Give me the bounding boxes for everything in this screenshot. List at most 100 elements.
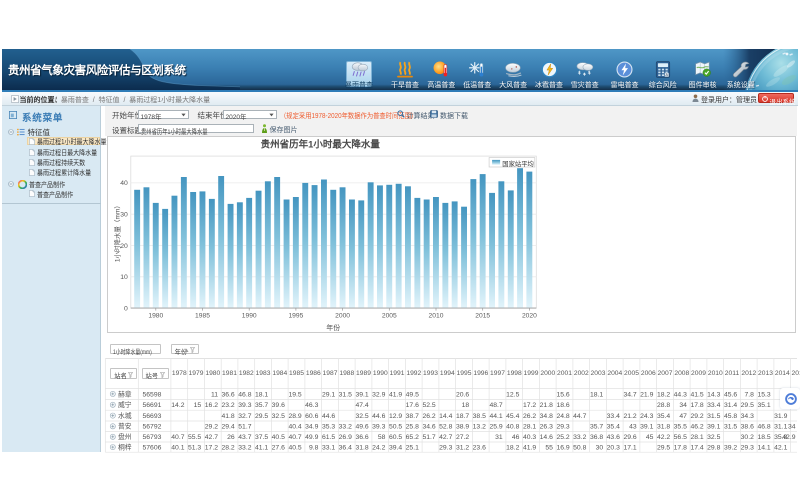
svg-text:2004: 2004	[607, 370, 622, 377]
svg-text:18.7: 18.7	[456, 413, 469, 420]
svg-text:26.9: 26.9	[339, 434, 352, 441]
svg-text:50.5: 50.5	[389, 424, 402, 431]
svg-text:2005: 2005	[624, 370, 639, 377]
svg-text:25.1: 25.1	[406, 445, 419, 452]
svg-text:29.8: 29.8	[707, 445, 720, 452]
svg-text:24.2: 24.2	[372, 445, 385, 452]
svg-text:26.2: 26.2	[523, 413, 536, 420]
svg-text:14.2: 14.2	[171, 402, 184, 409]
svg-text:威宁: 威宁	[118, 400, 132, 409]
svg-text:40.8: 40.8	[506, 424, 519, 431]
svg-text:1986: 1986	[306, 370, 321, 377]
svg-text:1981: 1981	[222, 370, 237, 377]
svg-text:51.3: 51.3	[188, 445, 201, 452]
svg-text:35.8: 35.8	[774, 434, 787, 441]
svg-text:1989: 1989	[356, 370, 371, 377]
svg-text:1987: 1987	[323, 370, 338, 377]
svg-text:45.4: 45.4	[506, 413, 519, 420]
svg-text:30: 30	[120, 212, 128, 219]
svg-text:50.8: 50.8	[573, 445, 586, 452]
svg-text:2015: 2015	[792, 370, 800, 377]
svg-text:11: 11	[211, 391, 218, 398]
svg-text:39.4: 39.4	[389, 445, 402, 452]
svg-text:29.5: 29.5	[657, 445, 670, 452]
svg-text:39.2: 39.2	[724, 445, 737, 452]
svg-text:42.7: 42.7	[205, 434, 218, 441]
svg-text:2015: 2015	[475, 313, 490, 320]
svg-text:51.7: 51.7	[422, 434, 435, 441]
svg-text:23.6: 23.6	[473, 445, 486, 452]
svg-text:21.9: 21.9	[640, 391, 653, 398]
svg-text:27.6: 27.6	[272, 445, 285, 452]
svg-text:38.9: 38.9	[456, 424, 469, 431]
svg-text:12.9: 12.9	[389, 413, 402, 420]
svg-text:52.8: 52.8	[439, 424, 452, 431]
svg-text:2020: 2020	[522, 313, 537, 320]
svg-text:44.7: 44.7	[573, 413, 586, 420]
svg-text:31: 31	[495, 434, 503, 441]
svg-text:35.5: 35.5	[674, 424, 687, 431]
svg-text:35.1: 35.1	[757, 402, 770, 409]
svg-text:35.7: 35.7	[590, 424, 603, 431]
svg-text:32.7: 32.7	[238, 413, 251, 420]
svg-text:2005: 2005	[382, 313, 397, 320]
svg-text:25.9: 25.9	[489, 424, 502, 431]
svg-text:49.9: 49.9	[305, 434, 318, 441]
svg-text:2011: 2011	[725, 370, 740, 377]
svg-text:56793: 56793	[143, 434, 162, 441]
svg-text:20: 20	[120, 243, 128, 250]
svg-text:32.5: 32.5	[707, 434, 720, 441]
svg-text:41.8: 41.8	[221, 413, 234, 420]
svg-text:1993: 1993	[423, 370, 438, 377]
svg-text:36.6: 36.6	[355, 434, 368, 441]
svg-text:21.8: 21.8	[540, 402, 553, 409]
svg-text:41.9: 41.9	[523, 445, 536, 452]
svg-text:41.9: 41.9	[389, 391, 402, 398]
svg-text:16.2: 16.2	[205, 402, 218, 409]
svg-text:43.7: 43.7	[238, 434, 251, 441]
svg-text:39.1: 39.1	[355, 391, 368, 398]
svg-text:2007: 2007	[658, 370, 673, 377]
svg-text:56598: 56598	[143, 391, 162, 398]
svg-text:41.5: 41.5	[690, 391, 703, 398]
svg-text:17.2: 17.2	[205, 445, 218, 452]
svg-text:47: 47	[679, 413, 687, 420]
svg-text:普安: 普安	[118, 422, 132, 431]
svg-text:23.2: 23.2	[221, 402, 234, 409]
svg-text:18.6: 18.6	[556, 402, 569, 409]
svg-text:2006: 2006	[641, 370, 656, 377]
svg-text:15.6: 15.6	[556, 391, 569, 398]
svg-text:38.5: 38.5	[473, 413, 486, 420]
svg-text:*: *	[584, 72, 587, 78]
svg-text:33.1: 33.1	[322, 445, 335, 452]
svg-text:39.3: 39.3	[238, 402, 251, 409]
svg-text:17.8: 17.8	[690, 402, 703, 409]
svg-text:57606: 57606	[143, 445, 162, 452]
svg-text:40.3: 40.3	[523, 434, 536, 441]
svg-text:35.4: 35.4	[657, 413, 670, 420]
svg-text:21.2: 21.2	[623, 413, 636, 420]
svg-text:年份: 年份	[326, 323, 340, 332]
svg-text:7.8: 7.8	[744, 391, 754, 398]
svg-text:25.8: 25.8	[406, 424, 419, 431]
svg-text:18: 18	[462, 402, 470, 409]
svg-text:15: 15	[194, 402, 202, 409]
svg-text:42.7: 42.7	[439, 434, 452, 441]
svg-text:31.5: 31.5	[707, 413, 720, 420]
svg-text:40: 40	[120, 181, 128, 188]
svg-text:19.5: 19.5	[288, 391, 301, 398]
svg-text:40.5: 40.5	[272, 434, 285, 441]
svg-text:40.7: 40.7	[171, 434, 184, 441]
svg-text:65.2: 65.2	[406, 434, 419, 441]
svg-text:55.5: 55.5	[188, 434, 201, 441]
svg-text:29.4: 29.4	[221, 424, 234, 431]
svg-text:35.7: 35.7	[255, 402, 268, 409]
svg-text:1999: 1999	[524, 370, 539, 377]
svg-text:31.8: 31.8	[657, 424, 670, 431]
svg-text:2012: 2012	[741, 370, 756, 377]
svg-text:46: 46	[512, 434, 520, 441]
svg-text:46.2: 46.2	[690, 424, 703, 431]
svg-text:29.2: 29.2	[205, 424, 218, 431]
svg-text:2010: 2010	[708, 370, 723, 377]
svg-text:45: 45	[646, 434, 654, 441]
